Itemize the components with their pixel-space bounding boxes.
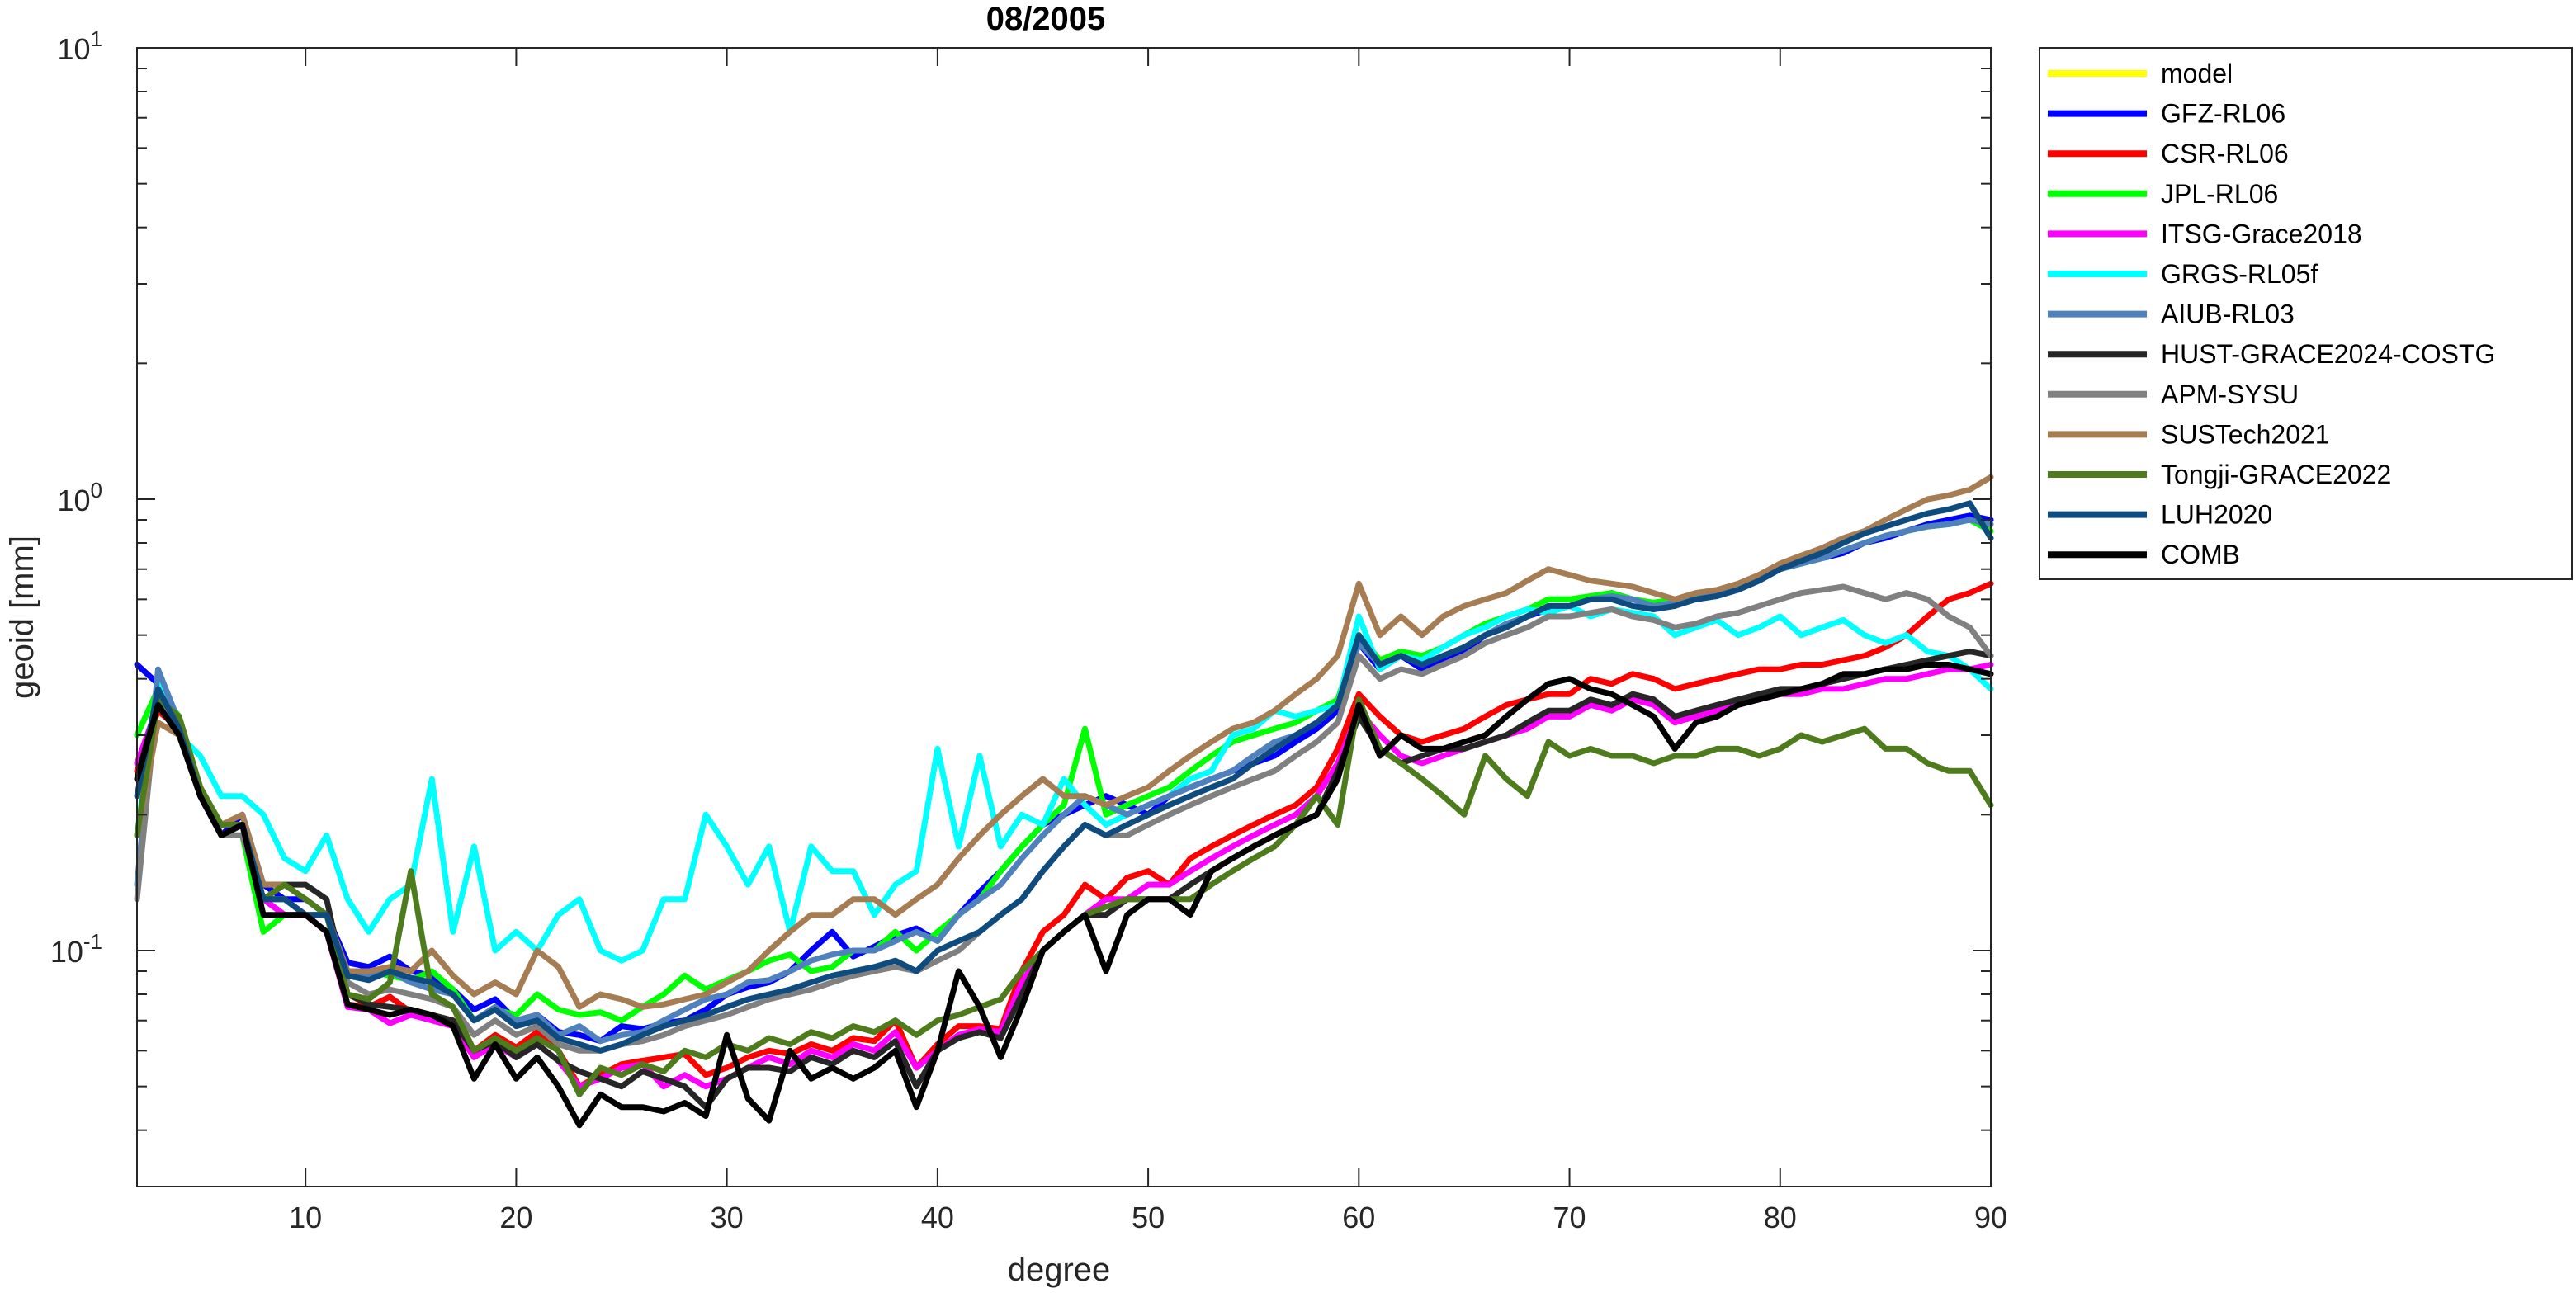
y-axis-label: geoid [mm] <box>4 536 40 699</box>
plot-frame <box>136 47 1992 1187</box>
legend-label-1: GFZ-RL06 <box>2161 99 2285 129</box>
x-tick-label: 70 <box>1553 1201 1586 1234</box>
x-tick-label: 10 <box>289 1201 322 1234</box>
legend-label-12: COMB <box>2161 540 2240 569</box>
series-line-5 <box>134 602 1994 964</box>
y-tick-label: 101 <box>57 26 102 66</box>
series-line-9 <box>134 474 1994 1010</box>
chart-title: 08/2005 <box>986 1 1106 37</box>
x-tick-label: 60 <box>1342 1201 1375 1234</box>
legend-label-4: ITSG-Grace2018 <box>2161 219 2362 248</box>
x-axis-label: degree <box>1008 1252 1111 1288</box>
legend-label-8: APM-SYSU <box>2161 380 2299 409</box>
x-tick-label: 90 <box>1974 1201 2007 1234</box>
x-tick-label: 40 <box>921 1201 954 1234</box>
series-layer <box>134 474 1994 1129</box>
y-axis: 10-1 100 101 <box>50 26 1991 1187</box>
series-line-11 <box>134 500 1994 1054</box>
y-tick-label: 10-1 <box>50 929 102 969</box>
legend-label-9: SUSTech2021 <box>2161 419 2330 449</box>
legend-label-5: GRGS-RL05f <box>2161 259 2318 289</box>
legend-label-6: AIUB-RL03 <box>2161 300 2295 329</box>
legend-label-10: Tongji-GRACE2022 <box>2161 460 2391 489</box>
legend-label-3: JPL-RL06 <box>2161 179 2278 209</box>
series-line-10 <box>134 696 1994 1097</box>
legend-label-7: HUST-GRACE2024-COSTG <box>2161 339 2495 369</box>
legend-label-11: LUH2020 <box>2161 500 2272 530</box>
x-tick-label: 50 <box>1132 1201 1165 1234</box>
y-tick-label: 100 <box>57 478 102 517</box>
series-line-12 <box>134 662 1994 1129</box>
x-tick-label: 20 <box>499 1201 532 1234</box>
x-tick-label: 80 <box>1764 1201 1797 1234</box>
x-axis: 10 20 30 40 50 60 70 80 90 <box>289 48 2007 1234</box>
legend: model GFZ-RL06 CSR-RL06 JPL-RL06 ITSG-Grace2… <box>2039 47 2573 580</box>
legend-label-0: model <box>2161 59 2233 88</box>
legend-label-2: CSR-RL06 <box>2161 139 2289 168</box>
x-tick-label: 30 <box>711 1201 744 1234</box>
